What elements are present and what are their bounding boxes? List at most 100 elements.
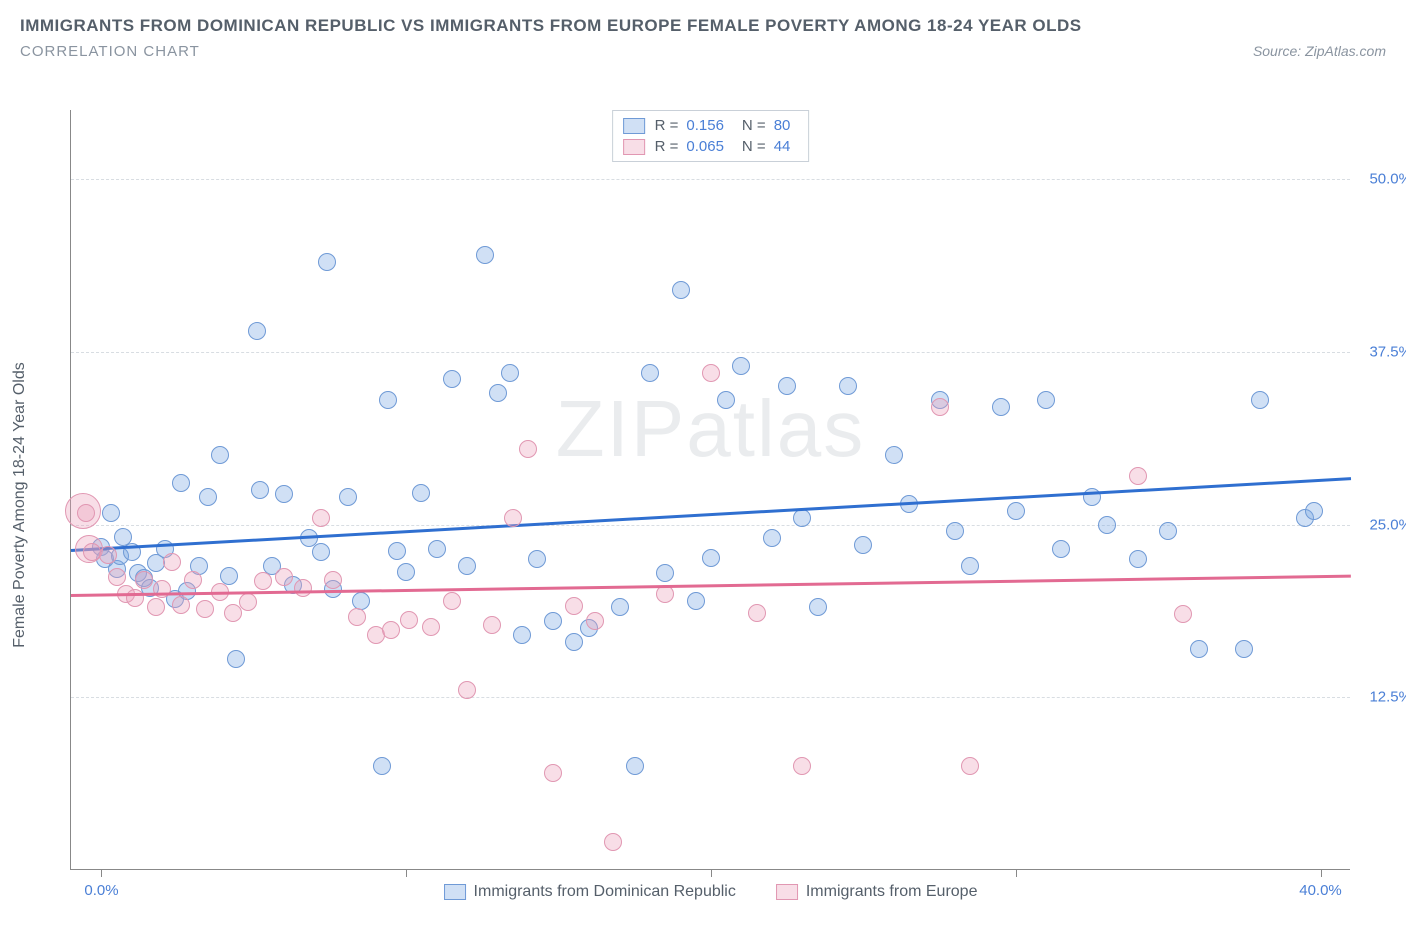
scatter-point (476, 246, 494, 264)
scatter-point (717, 391, 735, 409)
scatter-point (275, 568, 293, 586)
scatter-point (763, 529, 781, 547)
scatter-point (153, 580, 171, 598)
scatter-point (809, 598, 827, 616)
scatter-point (544, 764, 562, 782)
correlation-legend: R = 0.156 N = 80 R = 0.065 N = 44 (612, 110, 810, 162)
r-label: R = (655, 138, 679, 155)
scatter-point (793, 757, 811, 775)
scatter-point (382, 621, 400, 639)
scatter-point (931, 398, 949, 416)
scatter-point (1007, 502, 1025, 520)
scatter-point (565, 633, 583, 651)
scatter-point (211, 446, 229, 464)
scatter-point (626, 757, 644, 775)
scatter-point (275, 485, 293, 503)
scatter-point (611, 598, 629, 616)
scatter-point (458, 681, 476, 699)
scatter-point (172, 474, 190, 492)
chart-title: IMMIGRANTS FROM DOMINICAN REPUBLIC VS IM… (20, 12, 1386, 39)
scatter-point (528, 550, 546, 568)
x-tick (711, 869, 712, 877)
scatter-point (102, 504, 120, 522)
scatter-point (172, 596, 190, 614)
scatter-point (672, 281, 690, 299)
x-tick (1016, 869, 1017, 877)
scatter-point (1305, 502, 1323, 520)
y-tick-label: 12.5% (1369, 689, 1406, 706)
n-value-1: 44 (774, 138, 791, 155)
scatter-point (227, 650, 245, 668)
scatter-point (312, 509, 330, 527)
scatter-point (443, 370, 461, 388)
scatter-point (961, 757, 979, 775)
scatter-point (504, 509, 522, 527)
scatter-point (77, 504, 95, 522)
scatter-point (1190, 640, 1208, 658)
scatter-point (126, 589, 144, 607)
scatter-point (324, 571, 342, 589)
scatter-point (443, 592, 461, 610)
scatter-point (641, 364, 659, 382)
y-tick-label: 37.5% (1369, 343, 1406, 360)
n-label: N = (742, 138, 766, 155)
scatter-point (839, 377, 857, 395)
scatter-point (412, 484, 430, 502)
scatter-point (147, 598, 165, 616)
n-label: N = (742, 117, 766, 134)
r-value-1: 0.065 (686, 138, 724, 155)
scatter-point (1052, 540, 1070, 558)
plot-area: ZIPatlas R = 0.156 N = 80 R = 0.065 N = … (70, 110, 1350, 870)
scatter-point (961, 557, 979, 575)
legend-label-1: Immigrants from Europe (806, 883, 978, 901)
swatch-series-0 (623, 118, 645, 134)
scatter-point (348, 608, 366, 626)
scatter-point (294, 579, 312, 597)
legend-item-0: Immigrants from Dominican Republic (444, 883, 736, 901)
scatter-point (565, 597, 583, 615)
x-tick (101, 869, 102, 877)
scatter-point (1129, 467, 1147, 485)
scatter-point (397, 563, 415, 581)
scatter-point (312, 543, 330, 561)
source-attribution: Source: ZipAtlas.com (1253, 43, 1386, 59)
scatter-point (604, 833, 622, 851)
scatter-point (458, 557, 476, 575)
scatter-point (1159, 522, 1177, 540)
scatter-point (778, 377, 796, 395)
scatter-point (239, 593, 257, 611)
scatter-point (513, 626, 531, 644)
scatter-point (220, 567, 238, 585)
scatter-point (135, 571, 153, 589)
scatter-point (854, 536, 872, 554)
scatter-point (108, 568, 126, 586)
series-legend: Immigrants from Dominican Republic Immig… (444, 883, 978, 901)
scatter-point (702, 364, 720, 382)
scatter-point (1251, 391, 1269, 409)
n-value-0: 80 (774, 117, 791, 134)
y-axis-label: Female Poverty Among 18-24 Year Olds (11, 362, 29, 648)
scatter-point (489, 384, 507, 402)
gridline (71, 352, 1350, 353)
chart-subtitle: CORRELATION CHART (20, 43, 200, 60)
scatter-point (400, 611, 418, 629)
scatter-point (352, 592, 370, 610)
legend-row-series-0: R = 0.156 N = 80 (623, 115, 799, 136)
scatter-point (519, 440, 537, 458)
scatter-point (422, 618, 440, 636)
swatch-series-1 (623, 139, 645, 155)
scatter-point (184, 571, 202, 589)
r-label: R = (655, 117, 679, 134)
scatter-point (251, 481, 269, 499)
scatter-point (702, 549, 720, 567)
scatter-point (224, 604, 242, 622)
swatch-series-1 (776, 884, 798, 900)
x-tick (1321, 869, 1322, 877)
x-tick-label: 40.0% (1299, 882, 1342, 899)
scatter-point (428, 540, 446, 558)
watermark: ZIPatlas (556, 383, 865, 475)
scatter-point (318, 253, 336, 271)
swatch-series-0 (444, 884, 466, 900)
legend-row-series-1: R = 0.065 N = 44 (623, 136, 799, 157)
chart-container: Female Poverty Among 18-24 Year Olds ZIP… (50, 110, 1390, 900)
